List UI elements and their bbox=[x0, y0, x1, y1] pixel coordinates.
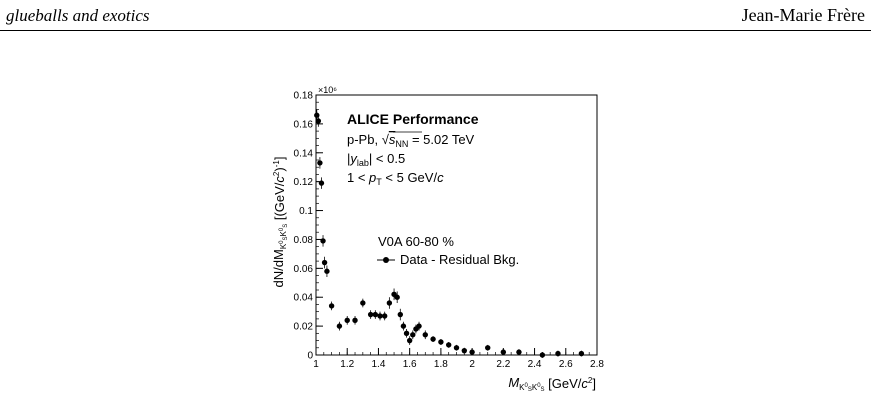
y-exponent-label: ×10⁶ bbox=[318, 85, 337, 95]
collision-system-label: p-Pb, √sNN = 5.02 TeV bbox=[347, 131, 475, 149]
data-point bbox=[344, 317, 350, 324]
data-point bbox=[320, 238, 326, 244]
data-point bbox=[453, 345, 460, 351]
running-header-title: glueballs and exotics bbox=[6, 6, 150, 25]
data-point bbox=[372, 311, 379, 318]
x-axis: 1 1.2 1.4 1.6 1.8 2 2.2 2.4 2.6 2.8 bbox=[313, 348, 604, 370]
rapidity-label: |ylab| < 0.5 bbox=[347, 151, 405, 168]
data-point bbox=[406, 337, 413, 344]
data-point bbox=[403, 330, 410, 337]
y-tick-label: 0.02 bbox=[294, 322, 314, 333]
data-point bbox=[410, 332, 416, 338]
data-point bbox=[377, 313, 383, 319]
data-point bbox=[416, 323, 422, 329]
data-point bbox=[578, 350, 585, 357]
x-tick-label: 2.8 bbox=[590, 359, 604, 370]
data-point bbox=[430, 336, 436, 342]
y-tick-label: 0.1 bbox=[299, 206, 313, 217]
x-tick-label: 2 bbox=[469, 359, 475, 370]
y-axis: 0 0.02 0.04 0.06 0.08 0.1 0.12 0.14 0.16 0.18 bbox=[294, 91, 323, 362]
data-point bbox=[539, 352, 546, 358]
data-point bbox=[485, 345, 491, 351]
data-point bbox=[360, 300, 366, 306]
legend-label: Data - Residual Bkg. bbox=[400, 252, 519, 267]
data-point bbox=[422, 332, 428, 338]
data-point bbox=[317, 160, 323, 166]
data-point bbox=[461, 347, 468, 354]
data-point bbox=[328, 303, 335, 309]
x-tick-label: 2.4 bbox=[528, 359, 542, 370]
page-header: glueballs and exotics Jean-Marie Frère bbox=[0, 0, 871, 32]
data-point bbox=[400, 323, 407, 329]
svg-text:p-Pb, √sNN = 5.02 TeV: p-Pb, √sNN = 5.02 TeV bbox=[347, 132, 475, 149]
data-point bbox=[445, 342, 452, 348]
data-point bbox=[469, 349, 475, 355]
svg-text:MK0SK0S [GeV/c2]: MK0SK0S [GeV/c2] bbox=[508, 375, 596, 393]
x-tick-label: 2.6 bbox=[559, 359, 573, 370]
data-point bbox=[318, 180, 325, 186]
y-tick-label: 0.08 bbox=[294, 235, 314, 246]
y-axis-title: dN/dMK0SK0S [(GeV/c2)-1] bbox=[271, 157, 289, 288]
x-tick-label: 1.6 bbox=[403, 359, 417, 370]
y-tick-label: 0.16 bbox=[294, 119, 314, 130]
data-point bbox=[321, 259, 328, 266]
data-point bbox=[367, 311, 374, 318]
centrality-label: V0A 60-80 % bbox=[378, 234, 454, 249]
y-tick-label: 0.18 bbox=[294, 91, 314, 102]
data-points bbox=[314, 109, 585, 358]
running-header-author: Jean-Marie Frère bbox=[741, 5, 865, 25]
x-tick-label: 2.2 bbox=[496, 359, 510, 370]
header-rule bbox=[0, 30, 871, 31]
data-point bbox=[352, 317, 358, 324]
y-tick-label: 0.14 bbox=[294, 148, 314, 159]
data-point bbox=[381, 313, 388, 319]
data-point bbox=[315, 118, 322, 124]
x-tick-label: 1 bbox=[313, 359, 319, 370]
data-point bbox=[397, 311, 403, 318]
data-point bbox=[324, 268, 330, 274]
y-tick-label: 0.12 bbox=[294, 177, 314, 188]
x-tick-label: 1.4 bbox=[371, 359, 385, 370]
data-point bbox=[555, 350, 561, 357]
data-point bbox=[336, 323, 343, 329]
data-point bbox=[500, 349, 507, 355]
data-point bbox=[394, 294, 400, 300]
x-axis-title: MK0SK0S [GeV/c2] bbox=[508, 375, 596, 393]
data-point bbox=[516, 349, 522, 355]
x-tick-label: 1.8 bbox=[434, 359, 448, 370]
y-tick-label: 0 bbox=[307, 351, 313, 362]
experiment-label: ALICE Performance bbox=[347, 111, 479, 127]
y-tick-label: 0.06 bbox=[294, 264, 314, 275]
legend-marker bbox=[383, 257, 389, 263]
legend: Data - Residual Bkg. bbox=[377, 252, 519, 267]
data-point bbox=[438, 339, 444, 345]
pt-range-label: 1 < pT < 5 GeV/c bbox=[347, 170, 444, 187]
data-point bbox=[386, 300, 393, 306]
svg-text:dN/dMK0SK0S [(GeV/c2)-1]: dN/dMK0SK0S [(GeV/c2)-1] bbox=[271, 157, 289, 288]
y-tick-label: 0.04 bbox=[294, 293, 314, 304]
x-tick-label: 1.2 bbox=[340, 359, 354, 370]
